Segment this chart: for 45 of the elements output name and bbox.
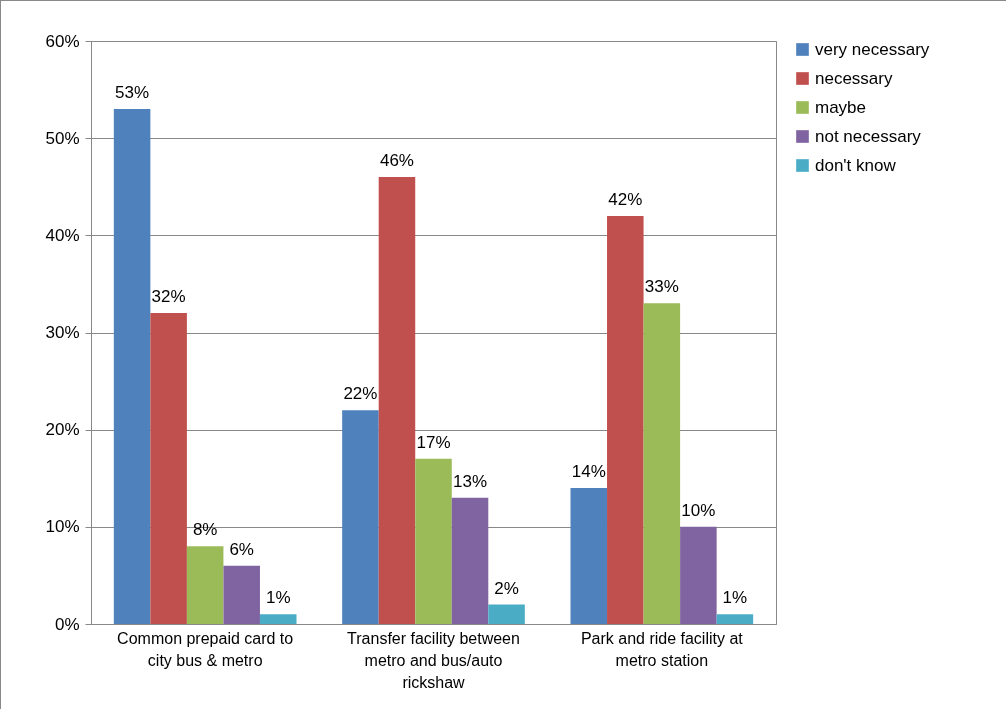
bar	[259, 614, 297, 624]
data-label: 22%	[343, 384, 378, 404]
y-tick-label: 60%	[45, 31, 80, 51]
bar	[223, 565, 260, 624]
bar	[607, 215, 644, 624]
data-label: 8%	[192, 520, 218, 540]
data-label: 14%	[571, 461, 606, 481]
bar	[488, 604, 525, 624]
x-tick-label: Transfer facility between metro and bus/auto rickshaw	[347, 629, 520, 691]
data-label: 2%	[494, 578, 519, 598]
bar	[150, 313, 187, 624]
data-label: 1%	[265, 588, 291, 608]
data-label: 42%	[608, 189, 643, 209]
y-tick-label: 10%	[45, 517, 80, 537]
y-tick-label: 50%	[45, 128, 80, 148]
data-label: 33%	[644, 277, 679, 297]
legend-label: maybe	[815, 97, 867, 117]
bar	[186, 546, 224, 624]
bar	[415, 458, 452, 624]
bar	[342, 410, 379, 624]
y-tick-label: 20%	[45, 420, 80, 440]
x-tick-label: Common prepaid card to city bus & metro	[117, 629, 294, 669]
bar	[113, 109, 151, 624]
bar	[680, 526, 717, 624]
data-label: 10%	[681, 500, 716, 520]
x-tick-label: Park and ride facility at metro station	[580, 629, 744, 669]
y-tick-label: 0%	[54, 614, 80, 634]
bar	[451, 497, 489, 624]
bar	[643, 303, 681, 624]
bar	[716, 614, 754, 624]
y-tick-label: 40%	[45, 225, 80, 245]
legend-label: necessary	[815, 68, 893, 88]
data-label: 32%	[151, 287, 186, 307]
y-tick-label: 30%	[45, 323, 80, 342]
legend-label: very necessary	[815, 39, 930, 59]
legend-label: not necessary	[815, 126, 922, 146]
bar	[570, 487, 608, 624]
data-label: 17%	[416, 432, 451, 452]
bar	[378, 177, 416, 624]
data-label: 46%	[379, 151, 414, 171]
data-label: 1%	[722, 588, 748, 608]
legend-label: don't know	[815, 155, 897, 175]
data-label: 6%	[229, 539, 254, 559]
data-label: 53%	[115, 83, 150, 103]
data-label: 13%	[453, 471, 488, 491]
